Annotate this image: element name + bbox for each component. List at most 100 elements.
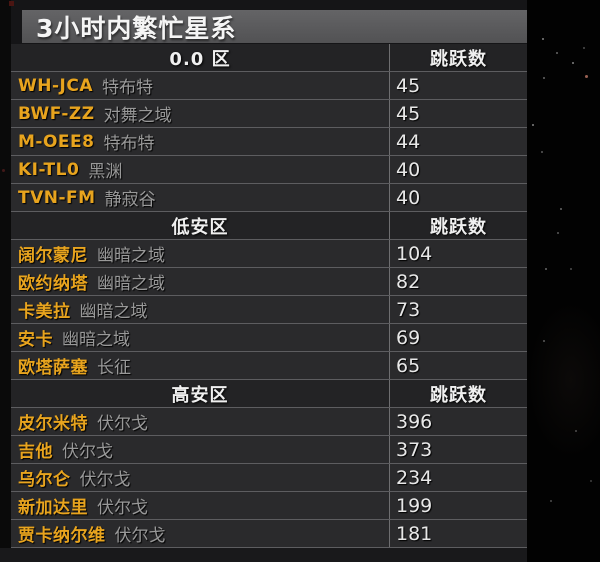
- star: [532, 124, 534, 126]
- star: [545, 268, 547, 270]
- system-row[interactable]: 贾卡纳尔维 伏尔戈 181: [11, 520, 527, 548]
- jump-count: 40: [396, 158, 421, 181]
- system-name[interactable]: 乌尔仑: [18, 470, 71, 490]
- region-name: 静寂谷: [104, 190, 156, 210]
- system-row[interactable]: TVN-FM 静寂谷 40: [11, 184, 527, 212]
- system-name[interactable]: BWF-ZZ: [18, 103, 95, 124]
- jumps-cell: 69: [389, 324, 527, 351]
- star: [557, 232, 559, 234]
- panel-title-bar: 3小时内繁忙星系: [22, 10, 527, 43]
- jump-count: 199: [396, 494, 433, 517]
- jumps-cell: 65: [389, 352, 527, 379]
- system-cell: TVN-FM 静寂谷: [11, 184, 389, 211]
- jumps-column-header: 跳跃数: [430, 48, 487, 70]
- star: [560, 208, 562, 210]
- section-label-cell: 高安区: [11, 380, 389, 407]
- system-cell: 吉他 伏尔戈: [11, 436, 389, 463]
- system-name[interactable]: 卡美拉: [18, 302, 71, 322]
- jumps-column-header-cell: 跳跃数: [389, 212, 527, 239]
- star: [583, 47, 585, 49]
- jumps-column-header: 跳跃数: [430, 216, 487, 238]
- panel-title: 3小时内繁忙星系: [36, 13, 237, 43]
- system-name[interactable]: TVN-FM: [18, 187, 96, 208]
- region-name: 幽暗之域: [97, 274, 165, 294]
- system-cell: 贾卡纳尔维 伏尔戈: [11, 520, 389, 547]
- region-name: 伏尔戈: [97, 498, 148, 518]
- jump-count: 73: [396, 298, 421, 321]
- star: [542, 38, 544, 40]
- system-name[interactable]: 欧塔萨塞: [18, 358, 88, 378]
- jump-count: 82: [396, 270, 421, 293]
- jumps-cell: 373: [389, 436, 527, 463]
- system-name[interactable]: 吉他: [18, 442, 53, 462]
- system-row[interactable]: 乌尔仑 伏尔戈 234: [11, 464, 527, 492]
- jump-count: 181: [396, 522, 433, 545]
- region-name: 长征: [97, 358, 131, 378]
- system-name[interactable]: 阔尔蒙尼: [18, 246, 88, 266]
- region-name: 特布特: [103, 134, 155, 154]
- system-name[interactable]: 新加达里: [18, 498, 88, 518]
- system-cell: 皮尔米特 伏尔戈: [11, 408, 389, 435]
- system-row[interactable]: 卡美拉 幽暗之域 73: [11, 296, 527, 324]
- star: [550, 500, 552, 502]
- system-cell: 欧塔萨塞 长征: [11, 352, 389, 379]
- jump-count: 45: [396, 74, 421, 97]
- jump-count: 40: [396, 186, 421, 209]
- region-name: 幽暗之域: [97, 246, 165, 266]
- system-name[interactable]: KI-TL0: [18, 159, 80, 180]
- jumps-cell: 45: [389, 100, 527, 127]
- system-row[interactable]: WH-JCA 特布特 45: [11, 72, 527, 100]
- system-cell: WH-JCA 特布特: [11, 72, 389, 99]
- red-tinted-star: [585, 75, 588, 78]
- star: [575, 430, 577, 432]
- system-name[interactable]: 贾卡纳尔维: [18, 526, 106, 546]
- system-row[interactable]: KI-TL0 黑渊 40: [11, 156, 527, 184]
- jump-count: 373: [396, 438, 433, 461]
- jump-count: 104: [396, 242, 433, 265]
- region-name: 幽暗之域: [79, 302, 148, 322]
- system-cell: BWF-ZZ 对舞之域: [11, 100, 389, 127]
- star: [541, 151, 543, 153]
- red-star: [2, 169, 5, 172]
- system-name[interactable]: WH-JCA: [18, 75, 93, 96]
- system-cell: 阔尔蒙尼 幽暗之域: [11, 240, 389, 267]
- jumps-column-header: 跳跃数: [430, 384, 487, 406]
- section-header-row: 0.0 区 跳跃数: [11, 44, 527, 72]
- jump-count: 69: [396, 326, 421, 349]
- section-header-row: 高安区 跳跃数: [11, 380, 527, 408]
- space-background: [527, 0, 600, 562]
- system-name[interactable]: 欧约纳塔: [18, 274, 88, 294]
- system-row[interactable]: 新加达里 伏尔戈 199: [11, 492, 527, 520]
- section-label: 低安区: [171, 216, 229, 238]
- system-name[interactable]: M-OEE8: [18, 131, 95, 152]
- system-name[interactable]: 皮尔米特: [18, 414, 88, 434]
- jumps-column-header-cell: 跳跃数: [389, 44, 527, 71]
- jumps-cell: 40: [389, 156, 527, 183]
- region-name: 伏尔戈: [62, 442, 113, 462]
- red-indicator-dot: [9, 1, 14, 6]
- star: [570, 268, 572, 270]
- system-row[interactable]: 皮尔米特 伏尔戈 396: [11, 408, 527, 436]
- system-cell: 安卡 幽暗之域: [11, 324, 389, 351]
- jumps-cell: 104: [389, 240, 527, 267]
- system-row[interactable]: BWF-ZZ 对舞之域 45: [11, 100, 527, 128]
- system-cell: 欧约纳塔 幽暗之域: [11, 268, 389, 295]
- jump-count: 234: [396, 466, 433, 489]
- jump-count: 65: [396, 354, 421, 377]
- jumps-cell: 234: [389, 464, 527, 491]
- jumps-cell: 396: [389, 408, 527, 435]
- system-row[interactable]: 安卡 幽暗之域 69: [11, 324, 527, 352]
- panel-bottom-strip: [0, 548, 527, 562]
- star: [543, 340, 545, 342]
- system-row[interactable]: 阔尔蒙尼 幽暗之域 104: [11, 240, 527, 268]
- region-name: 伏尔戈: [114, 526, 166, 546]
- system-row[interactable]: 欧塔萨塞 长征 65: [11, 352, 527, 380]
- system-row[interactable]: 欧约纳塔 幽暗之域 82: [11, 268, 527, 296]
- system-row[interactable]: 吉他 伏尔戈 373: [11, 436, 527, 464]
- system-name[interactable]: 安卡: [18, 330, 53, 350]
- section-header-row: 低安区 跳跃数: [11, 212, 527, 240]
- systems-table: 0.0 区 跳跃数 WH-JCA 特布特 45 BWF-ZZ 对舞之域: [11, 44, 527, 548]
- system-row[interactable]: M-OEE8 特布特 44: [11, 128, 527, 156]
- region-name: 伏尔戈: [79, 470, 131, 490]
